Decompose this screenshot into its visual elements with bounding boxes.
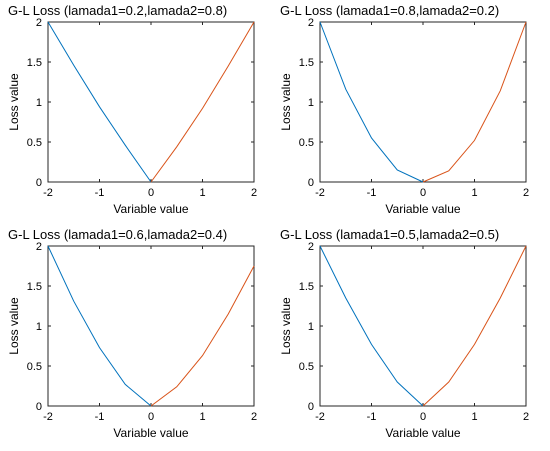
x-tick-label: -2 — [43, 411, 53, 423]
subplot-1: -2 -1 0 1 200.511.52G-L Loss (lamada1=0.2,la… — [7, 3, 257, 216]
x-tick-label: 1 — [471, 187, 477, 199]
chart-title: G-L Loss (lamada1=0.8,lamada2=0.2) — [280, 3, 499, 18]
x-tick-label: 2 — [251, 411, 257, 423]
x-tick-label: -1 — [367, 187, 377, 199]
axes-box — [319, 245, 527, 407]
y-axis-label: Loss value — [7, 73, 21, 131]
axes-box — [47, 21, 255, 183]
y-tick-label: 1 — [36, 97, 42, 109]
x-tick-label: 1 — [199, 187, 205, 199]
x-tick-label: 0 — [420, 411, 426, 423]
y-tick-label: 1.5 — [299, 281, 314, 293]
x-tick-label: -1 — [95, 187, 105, 199]
y-tick-label: 0.5 — [299, 137, 314, 149]
y-tick-label: 2 — [308, 241, 314, 253]
y-tick-label: 0.5 — [27, 361, 42, 373]
x-tick-label: 0 — [148, 187, 154, 199]
subplot-3: -2 -1 0 1 200.511.52G-L Loss (lamada1=0.6,la… — [7, 227, 257, 440]
y-tick-label: 1.5 — [299, 57, 314, 69]
x-tick-label: 0 — [420, 187, 426, 199]
y-tick-label: 1 — [308, 321, 314, 333]
x-axis-label: Variable value — [113, 426, 188, 440]
y-tick-label: 1 — [308, 97, 314, 109]
x-tick-label: -2 — [315, 411, 325, 423]
series-line-1 — [319, 245, 424, 407]
x-tick-label: 1 — [199, 411, 205, 423]
subplot-4: -2 -1 0 1 200.511.52G-L Loss (lamada1=0.5,la… — [279, 227, 529, 440]
x-tick-label: -1 — [95, 411, 105, 423]
y-axis-label: Loss value — [7, 297, 21, 355]
series-line-1 — [319, 21, 424, 183]
y-tick-label: 0 — [308, 401, 314, 413]
x-tick-label: -2 — [315, 187, 325, 199]
series-line-2 — [422, 21, 527, 183]
series-line-2 — [422, 245, 527, 407]
chart-title: G-L Loss (lamada1=0.5,lamada2=0.5) — [280, 227, 499, 242]
x-tick-label: 2 — [251, 187, 257, 199]
y-tick-label: 0.5 — [299, 361, 314, 373]
y-tick-label: 0 — [308, 177, 314, 189]
y-tick-label: 0 — [36, 401, 42, 413]
y-tick-label: 2 — [36, 241, 42, 253]
series-line-2 — [150, 265, 255, 407]
series-line-1 — [47, 21, 152, 183]
y-tick-label: 0 — [36, 177, 42, 189]
y-axis-label: Loss value — [279, 73, 293, 131]
x-tick-label: -2 — [43, 187, 53, 199]
y-tick-label: 1.5 — [27, 281, 42, 293]
x-tick-label: 2 — [523, 411, 529, 423]
series-line-2 — [150, 21, 255, 183]
x-axis-label: Variable value — [385, 426, 460, 440]
chart-title: G-L Loss (lamada1=0.2,lamada2=0.8) — [8, 3, 227, 18]
chart-title: G-L Loss (lamada1=0.6,lamada2=0.4) — [8, 227, 227, 242]
y-tick-label: 0.5 — [27, 137, 42, 149]
axes-box — [47, 245, 255, 407]
x-axis-label: Variable value — [385, 202, 460, 216]
subplot-2: -2 -1 0 1 200.511.52G-L Loss (lamada1=0.8,la… — [279, 3, 529, 216]
x-tick-label: 0 — [148, 411, 154, 423]
axes-box — [319, 21, 527, 183]
y-tick-label: 2 — [308, 17, 314, 29]
y-tick-label: 2 — [36, 17, 42, 29]
x-axis-label: Variable value — [113, 202, 188, 216]
x-tick-label: -1 — [367, 411, 377, 423]
y-tick-label: 1.5 — [27, 57, 42, 69]
x-tick-label: 2 — [523, 187, 529, 199]
y-axis-label: Loss value — [279, 297, 293, 355]
series-line-1 — [47, 245, 152, 407]
x-tick-label: 1 — [471, 411, 477, 423]
y-tick-label: 1 — [36, 321, 42, 333]
